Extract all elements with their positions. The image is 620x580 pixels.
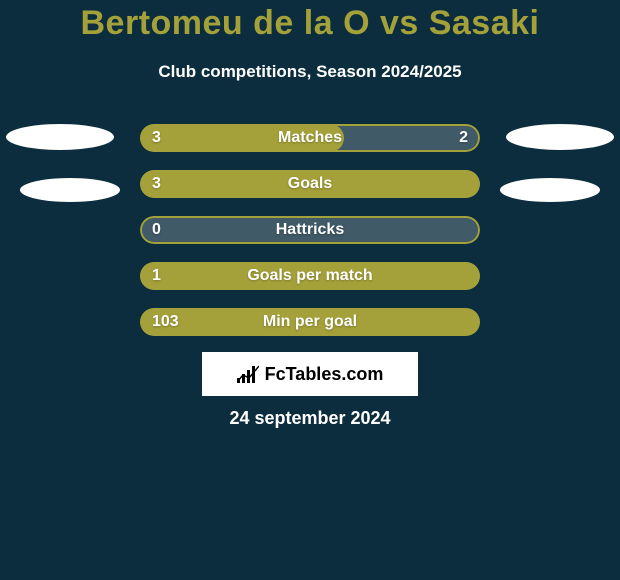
stat-value-left: 1 (152, 262, 161, 290)
stat-label: Goals (140, 170, 480, 198)
page-subtitle: Club competitions, Season 2024/2025 (0, 62, 620, 82)
player-photo-placeholder (20, 178, 120, 202)
stat-row: Goals per match1 (140, 262, 480, 290)
stat-row: Min per goal103 (140, 308, 480, 336)
date-caption: 24 september 2024 (0, 408, 620, 429)
logo-chart-icon (237, 365, 259, 383)
stat-label: Hattricks (140, 216, 480, 244)
page-title: Bertomeu de la O vs Sasaki (0, 4, 620, 43)
comparison-infographic: Bertomeu de la O vs Sasaki Club competit… (0, 0, 620, 580)
stat-label: Min per goal (140, 308, 480, 336)
stat-value-left: 3 (152, 124, 161, 152)
player-photo-placeholder (6, 124, 114, 150)
stat-value-left: 103 (152, 308, 179, 336)
stat-row: Goals3 (140, 170, 480, 198)
stat-value-right: 2 (459, 124, 468, 152)
stat-value-left: 0 (152, 216, 161, 244)
player-photo-placeholder (500, 178, 600, 202)
stat-row: Hattricks0 (140, 216, 480, 244)
player-photo-placeholder (506, 124, 614, 150)
logo-text: FcTables.com (265, 364, 384, 385)
stat-label: Matches (140, 124, 480, 152)
stat-value-left: 3 (152, 170, 161, 198)
site-logo: FcTables.com (202, 352, 418, 396)
stat-row: Matches3 2 (140, 124, 480, 152)
stat-label: Goals per match (140, 262, 480, 290)
